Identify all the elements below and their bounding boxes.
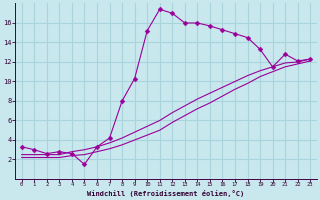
X-axis label: Windchill (Refroidissement éolien,°C): Windchill (Refroidissement éolien,°C) (87, 190, 244, 197)
